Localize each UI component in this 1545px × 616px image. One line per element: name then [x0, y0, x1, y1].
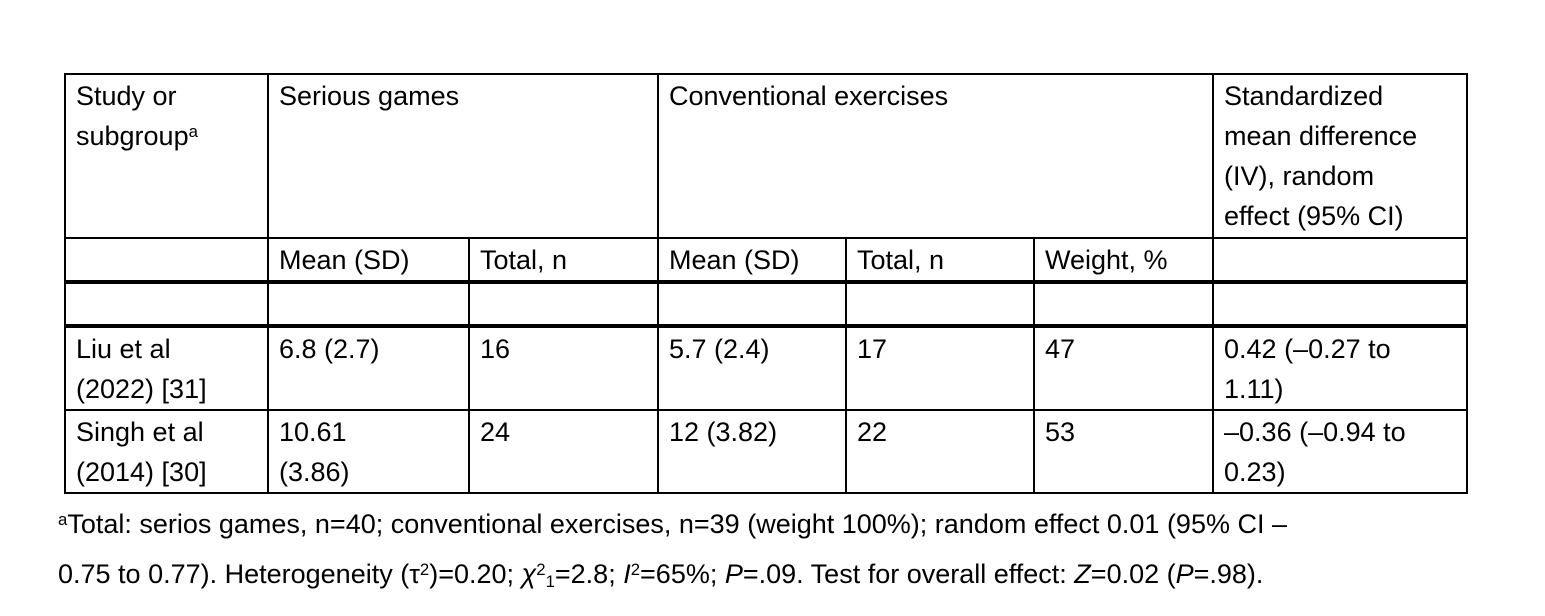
empty-cell	[657, 281, 847, 328]
empty-cell	[64, 237, 269, 284]
header-conventional-exercises: Conventional exercises	[656, 73, 1215, 239]
empty-cell	[1212, 281, 1469, 328]
footnote-p-symbol: P	[1175, 559, 1194, 589]
table-footnote: aTotal: serios games, n=40; conventional…	[58, 499, 1538, 599]
cell-conventional-total-n: 22	[845, 409, 1035, 494]
header-conventional-mean-sd: Mean (SD)	[657, 237, 847, 284]
footnote-chi-symbol: χ	[521, 559, 537, 589]
document-page: Study or subgroupa Serious games Convent…	[58, 73, 1538, 599]
table-header-row-2: Mean (SD) Total, n Mean (SD) Total, n We…	[64, 237, 1469, 284]
table-row-singh: Singh et al (2014) [30] 10.61 (3.86) 24 …	[64, 409, 1469, 494]
footnote-text: =.09. Test for overall effect:	[742, 559, 1075, 589]
cell-smd-ci: 0.42 (–0.27 to 1.11)	[1212, 325, 1469, 411]
footnote-text: Total: serios games, n=40; conventional …	[58, 509, 1287, 589]
header-serious-total-n: Total, n	[468, 237, 659, 284]
empty-cell	[1212, 237, 1469, 284]
empty-cell	[468, 281, 659, 328]
cell-serious-mean-sd: 6.8 (2.7)	[267, 325, 470, 411]
header-standardized-mean-difference: Standardized mean difference (IV), rando…	[1212, 73, 1469, 239]
footnote-text: =65%;	[640, 559, 725, 589]
cell-weight-percent: 53	[1032, 409, 1215, 494]
cell-smd-ci: –0.36 (–0.94 to 0.23)	[1212, 409, 1469, 494]
cell-serious-mean-sd: 10.61 (3.86)	[267, 409, 470, 494]
footnote-marker-a: a	[58, 509, 68, 529]
footnote-z-symbol: Z	[1074, 559, 1091, 589]
empty-cell	[267, 281, 470, 328]
cell-serious-total-n: 16	[468, 325, 659, 411]
table-row-liu: Liu et al (2022) [31] 6.8 (2.7) 16 5.7 (…	[64, 325, 1469, 411]
table-spacer-row	[64, 281, 1469, 328]
footnote-superscript: 2	[419, 559, 430, 579]
cell-study: Liu et al (2022) [31]	[64, 325, 269, 411]
footnote-text: =.98).	[1193, 559, 1264, 589]
header-weight-percent: Weight, %	[1032, 237, 1215, 284]
cell-conventional-mean-sd: 12 (3.82)	[657, 409, 847, 494]
table-header-row-1: Study or subgroupa Serious games Convent…	[64, 73, 1469, 239]
footnote-p-symbol: P	[724, 559, 743, 589]
header-study-label: Study or subgroup	[76, 81, 189, 151]
footnote-marker-a: a	[188, 121, 198, 141]
empty-cell	[1032, 281, 1215, 328]
header-study-or-subgroup: Study or subgroupa	[64, 73, 269, 239]
header-serious-mean-sd: Mean (SD)	[267, 237, 470, 284]
cell-conventional-total-n: 17	[845, 325, 1035, 411]
footnote-subscript: 1	[545, 572, 555, 592]
meta-analysis-table: Study or subgroupa Serious games Convent…	[64, 73, 1469, 494]
cell-conventional-mean-sd: 5.7 (2.4)	[657, 325, 847, 411]
cell-serious-total-n: 24	[468, 409, 659, 494]
empty-cell	[64, 281, 269, 328]
footnote-i-symbol: I	[623, 559, 631, 589]
footnote-text: =0.02 (	[1090, 559, 1176, 589]
footnote-superscript: 2	[630, 559, 641, 579]
header-serious-games: Serious games	[267, 73, 659, 239]
footnote-superscript: 2	[536, 559, 546, 579]
footnote-text: =2.8;	[554, 559, 624, 589]
cell-study: Singh et al (2014) [30]	[64, 409, 269, 494]
header-conventional-total-n: Total, n	[845, 237, 1035, 284]
cell-weight-percent: 47	[1032, 325, 1215, 411]
footnote-text: )=0.20;	[429, 559, 522, 589]
empty-cell	[845, 281, 1035, 328]
